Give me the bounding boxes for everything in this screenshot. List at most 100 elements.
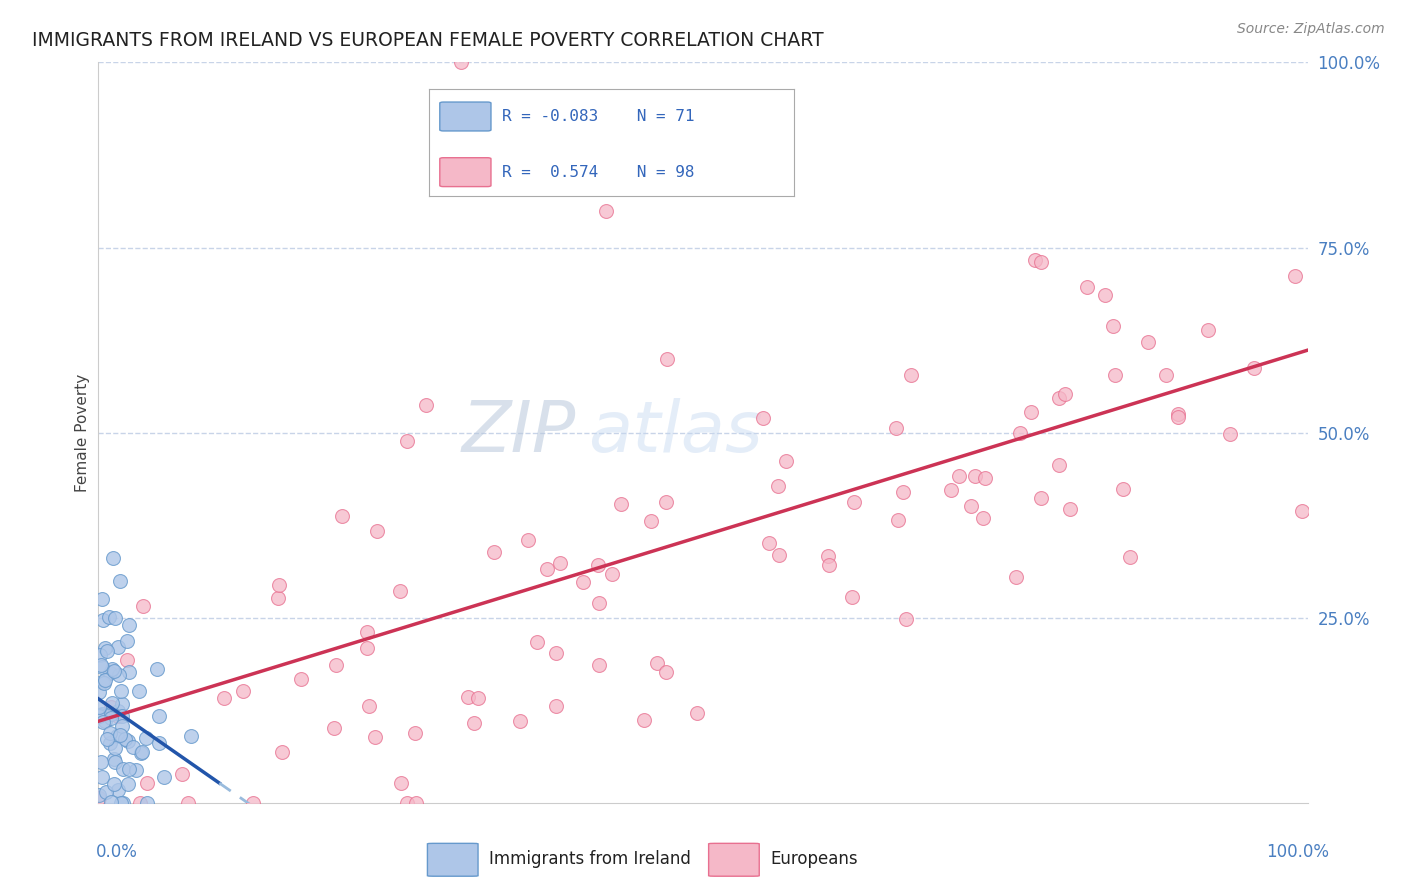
Point [115, 653, 138, 667]
Point [389, 776, 412, 790]
Point [131, 745, 153, 759]
Point [107, 783, 129, 797]
Point [114, 731, 136, 746]
Point [94, 714, 117, 728]
Point [655, 665, 678, 679]
Point [1167, 407, 1189, 421]
Point [973, 471, 995, 485]
Point [117, 734, 139, 748]
Point [90, 660, 112, 674]
Point [572, 574, 595, 589]
Point [1167, 409, 1189, 424]
Point [959, 499, 981, 513]
Point [110, 796, 132, 810]
Point [96, 643, 118, 657]
Point [1243, 360, 1265, 375]
Point [482, 545, 505, 559]
Point [610, 497, 633, 511]
Point [588, 657, 610, 672]
Point [517, 533, 540, 547]
Point [101, 662, 124, 676]
Point [232, 684, 254, 698]
Point [90, 658, 112, 673]
Point [509, 714, 531, 729]
Point [1047, 391, 1070, 405]
Point [766, 479, 789, 493]
Y-axis label: Female Poverty: Female Poverty [75, 374, 90, 491]
Point [94, 785, 117, 799]
Point [547, 107, 569, 121]
Point [965, 469, 987, 483]
Point [103, 664, 125, 678]
Point [900, 368, 922, 382]
Point [108, 667, 131, 681]
Point [93, 676, 115, 690]
Text: 100.0%: 100.0% [1265, 843, 1329, 861]
Point [941, 483, 963, 497]
Point [100, 706, 122, 721]
Point [1094, 287, 1116, 301]
Point [128, 796, 150, 810]
Point [405, 796, 427, 810]
Point [1111, 482, 1133, 496]
Point [107, 704, 129, 718]
Point [972, 510, 994, 524]
Point [1156, 368, 1178, 382]
Point [94, 673, 117, 688]
Point [104, 756, 127, 770]
Point [544, 699, 567, 714]
Point [640, 515, 662, 529]
Point [103, 777, 125, 791]
Point [1029, 255, 1052, 269]
Point [118, 762, 141, 776]
Point [177, 796, 200, 810]
Point [98, 736, 121, 750]
Point [1104, 368, 1126, 383]
Point [98, 665, 121, 680]
Point [586, 558, 609, 572]
Point [108, 574, 131, 588]
Point [1197, 323, 1219, 337]
Point [107, 708, 129, 723]
Text: IMMIGRANTS FROM IRELAND VS EUROPEAN FEMALE POVERTY CORRELATION CHART: IMMIGRANTS FROM IRELAND VS EUROPEAN FEMA… [32, 30, 824, 50]
Point [686, 706, 709, 720]
Point [153, 770, 176, 784]
Point [633, 714, 655, 728]
Point [330, 509, 353, 524]
Point [271, 745, 294, 759]
Text: Immigrants from Ireland: Immigrants from Ireland [489, 849, 692, 868]
Point [87, 788, 110, 802]
Point [842, 495, 865, 509]
Point [90, 675, 112, 690]
Point [135, 731, 157, 745]
Text: R = -0.083    N = 71: R = -0.083 N = 71 [502, 109, 695, 124]
Point [242, 796, 264, 810]
Point [104, 611, 127, 625]
Point [1101, 318, 1123, 333]
Point [112, 796, 135, 810]
Point [595, 203, 617, 218]
Point [1059, 501, 1081, 516]
Point [1024, 252, 1046, 267]
Point [1119, 549, 1142, 564]
Point [457, 690, 479, 705]
Point [89, 699, 111, 714]
Point [108, 728, 131, 742]
Point [884, 421, 907, 435]
Point [91, 715, 114, 730]
Point [450, 55, 472, 70]
FancyBboxPatch shape [427, 843, 478, 876]
Point [89, 648, 111, 662]
Point [121, 739, 143, 754]
Point [94, 640, 117, 655]
Text: Source: ZipAtlas.com: Source: ZipAtlas.com [1237, 22, 1385, 37]
Point [87, 709, 110, 723]
Point [752, 410, 775, 425]
Point [269, 577, 291, 591]
Point [817, 558, 839, 572]
Point [110, 683, 132, 698]
Point [1019, 405, 1042, 419]
Point [894, 612, 917, 626]
Point [887, 512, 910, 526]
Point [146, 662, 169, 676]
